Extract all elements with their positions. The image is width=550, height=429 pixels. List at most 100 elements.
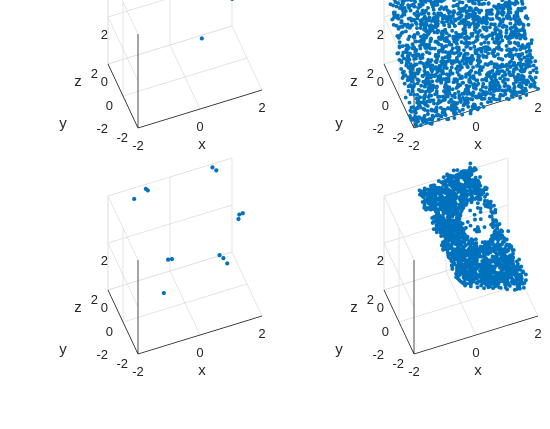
cloud-point: [452, 239, 457, 244]
cloud-point: [427, 86, 431, 91]
cloud-point: [434, 219, 439, 224]
cloud-point: [470, 278, 475, 283]
cloud-point: [428, 0, 433, 3]
cloud-point: [524, 49, 529, 54]
cloud-point: [444, 80, 449, 84]
cloud-point: [411, 84, 416, 89]
grid-line: [107, 195, 139, 261]
z-tick-label: 2: [377, 253, 384, 268]
cloud-point: [443, 191, 448, 196]
cloud-point: [483, 198, 487, 203]
cloud-point: [527, 52, 532, 57]
cloud-point: [399, 6, 404, 11]
grid-line: [383, 195, 415, 261]
cloud-point: [461, 280, 465, 285]
cloud-point: [443, 234, 448, 239]
cloud-point: [441, 98, 446, 103]
cloud-point: [453, 212, 457, 216]
cloud-point: [437, 35, 442, 40]
cloud-point: [455, 240, 460, 245]
cloud-point: [455, 180, 460, 185]
cloud-point: [490, 79, 495, 83]
cloud-point: [526, 22, 531, 27]
cloud-point: [479, 283, 484, 288]
cloud-point: [482, 269, 487, 274]
cloud-point: [505, 14, 510, 18]
cloud-point: [511, 248, 516, 252]
cloud-point: [414, 123, 419, 128]
cloud-point: [521, 78, 526, 82]
cloud-point: [418, 2, 423, 7]
cloud-point: [449, 263, 454, 268]
y-axis-label: y: [335, 115, 343, 132]
cloud-point: [432, 46, 437, 51]
cloud-point: [455, 2, 460, 7]
cloud-point: [503, 277, 507, 282]
cloud-point: [440, 20, 444, 24]
cloud-point: [462, 173, 467, 178]
cloud-point: [503, 89, 507, 93]
cloud-point: [476, 275, 481, 279]
cloud-point: [443, 238, 448, 243]
grid-line: [107, 157, 233, 197]
cloud-point: [478, 183, 483, 188]
cloud-point: [492, 219, 497, 224]
cloud-point: [531, 68, 536, 73]
cloud-point: [416, 69, 421, 74]
cloud-point: [427, 187, 432, 192]
cloud-point: [450, 71, 455, 76]
cloud-point: [506, 97, 511, 102]
cloud-point: [488, 265, 493, 269]
cloud-point: [452, 95, 457, 100]
cloud-point: [436, 112, 440, 117]
cloud-point: [394, 4, 399, 9]
cloud-point: [450, 185, 454, 189]
x-tick-label: 2: [258, 326, 265, 341]
cloud-point: [503, 54, 508, 58]
cloud-point: [495, 66, 500, 71]
cloud-point: [475, 58, 480, 63]
cloud-point: [501, 259, 506, 264]
cloud-point: [423, 118, 428, 122]
cloud-point: [518, 95, 523, 100]
cloud-point: [467, 56, 472, 61]
cloud-point: [439, 193, 444, 198]
cloud-point: [486, 247, 491, 251]
cloud-point: [483, 194, 487, 199]
cloud-point: [400, 76, 405, 80]
cloud-point: [508, 26, 513, 31]
cloud-point: [468, 108, 473, 113]
cloud-point: [489, 282, 494, 286]
cloud-point: [515, 262, 520, 266]
cloud-point: [500, 19, 505, 24]
cloud-point: [507, 47, 512, 52]
cloud-point: [442, 222, 447, 227]
cloud-point: [489, 99, 493, 104]
grid-line: [383, 157, 509, 197]
cloud-point: [522, 5, 527, 10]
cloud-point: [500, 0, 505, 2]
grid-line: [231, 251, 263, 317]
cloud-point: [428, 117, 432, 121]
cloud-point: [511, 73, 515, 77]
cloud-point: [446, 74, 451, 78]
cloud-point: [436, 0, 440, 1]
cloud-point: [442, 85, 447, 90]
cloud-point: [496, 9, 500, 14]
cloud-point: [520, 269, 525, 274]
cloud-point: [405, 0, 410, 2]
cloud-point: [481, 266, 486, 271]
cloud-point: [478, 217, 483, 222]
cloud-point: [463, 259, 468, 264]
x-tick-label: 0: [472, 119, 479, 134]
cloud-point: [505, 77, 510, 82]
cloud-point: [442, 44, 447, 49]
cloud-point: [468, 169, 473, 174]
cloud-point: [522, 34, 527, 38]
cloud-point: [464, 34, 469, 39]
x-tick-label: 0: [196, 119, 203, 134]
cloud-point: [458, 229, 463, 234]
cloud-point: [517, 83, 521, 88]
cloud-point: [501, 6, 506, 11]
